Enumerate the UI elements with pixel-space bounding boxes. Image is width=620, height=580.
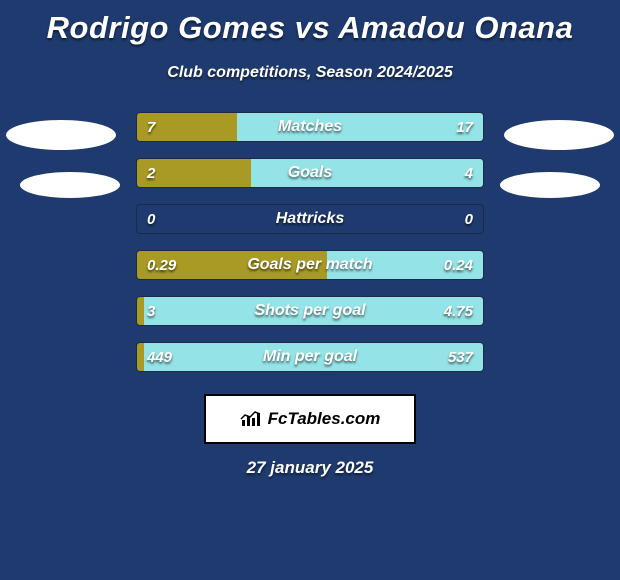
bar-label: Goals: [137, 159, 483, 187]
player-left-ellipse-2: [20, 172, 120, 198]
bar-label: Min per goal: [137, 343, 483, 371]
page-subtitle: Club competitions, Season 2024/2025: [0, 64, 620, 82]
bar-value-right: 4: [465, 159, 473, 187]
bar-label: Shots per goal: [137, 297, 483, 325]
player-left-ellipse-1: [6, 120, 116, 150]
bar-value-left: 3: [147, 297, 155, 325]
bar-value-right: 0.24: [444, 251, 473, 279]
bar-value-right: 0: [465, 205, 473, 233]
bar-row: Goals per match0.29 0.24: [136, 250, 484, 280]
comparison-infographic: Rodrigo Gomes vs Amadou Onana Club compe…: [0, 0, 620, 580]
bar-label: Goals per match: [137, 251, 483, 279]
bar-row: Matches7 17: [136, 112, 484, 142]
branding-badge: FcTables.com: [204, 394, 416, 444]
bar-value-left: 2: [147, 159, 155, 187]
branding-text: FcTables.com: [268, 409, 381, 429]
bars-group: Matches7 17 Goals2 4 Hattricks0 0 Goals per ma…: [136, 112, 484, 388]
bar-row: Shots per goal3 4.75: [136, 296, 484, 326]
bar-value-left: 0.29: [147, 251, 176, 279]
date-label: 27 january 2025: [0, 458, 620, 478]
bar-label: Matches: [137, 113, 483, 141]
player-right-ellipse-1: [504, 120, 614, 150]
bar-row: Min per goal449 537: [136, 342, 484, 372]
bar-row: Hattricks0 0: [136, 204, 484, 234]
bar-value-right: 4.75: [444, 297, 473, 325]
bar-value-left: 7: [147, 113, 155, 141]
bar-row: Goals2 4: [136, 158, 484, 188]
bar-label: Hattricks: [137, 205, 483, 233]
bar-value-right: 537: [448, 343, 473, 371]
bar-value-left: 449: [147, 343, 172, 371]
player-right-ellipse-2: [500, 172, 600, 198]
bar-value-right: 17: [456, 113, 473, 141]
chart-icon: [240, 410, 262, 428]
page-title: Rodrigo Gomes vs Amadou Onana: [0, 0, 620, 46]
bar-value-left: 0: [147, 205, 155, 233]
